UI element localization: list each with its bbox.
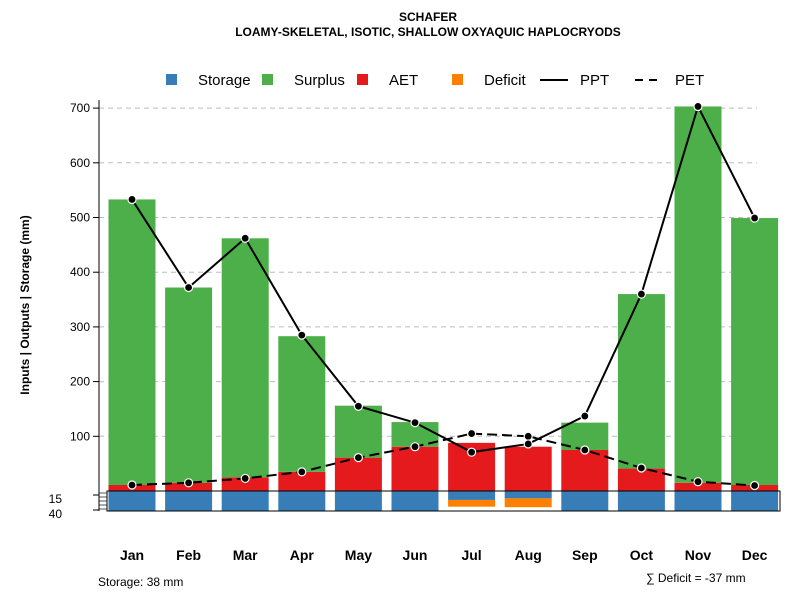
deficit-bar — [448, 499, 496, 507]
x-tick-label: Aug — [515, 547, 542, 563]
pet-point — [240, 473, 250, 484]
legend-swatch-deficit — [452, 74, 463, 85]
x-tick-label: Jun — [403, 547, 428, 563]
storage-footnote: Storage: 38 mm — [98, 575, 183, 589]
storage-bar — [504, 491, 552, 499]
y-tick-label: 400 — [70, 265, 90, 279]
aet-bar — [391, 446, 439, 491]
x-tick-label: Apr — [290, 547, 315, 563]
surplus-bar — [674, 106, 722, 483]
storage-bar — [278, 491, 326, 511]
lines — [127, 101, 760, 491]
deficit-bar — [504, 498, 552, 508]
y-tick-label: 100 — [70, 429, 90, 443]
surplus-bar — [617, 294, 665, 469]
legend-swatch-aet — [357, 74, 368, 85]
pet-point — [580, 445, 590, 455]
y-axis-label: Inputs | Outputs | Storage (mm) — [18, 215, 32, 394]
chart-subtitle: LOAMY-SKELETAL, ISOTIC, SHALLOW OXYAQUIC… — [235, 25, 621, 39]
storage-bar — [448, 491, 496, 500]
chart-title: SCHAFER — [399, 10, 457, 24]
ppt-point — [410, 418, 420, 428]
y-tick-label: 700 — [70, 101, 90, 115]
aet-bar — [674, 482, 722, 491]
storage-bar — [165, 491, 213, 511]
surplus-bar — [108, 199, 156, 485]
aet-bar — [617, 468, 665, 491]
ppt-point — [523, 439, 533, 449]
legend-label-storage: Storage — [198, 72, 251, 89]
x-tick-label: Sep — [572, 547, 598, 563]
y-tick-label: 600 — [70, 156, 90, 170]
y-tick-label: 200 — [70, 375, 90, 389]
aet-bar — [278, 471, 326, 491]
x-tick-label: Nov — [685, 547, 712, 563]
ppt-point — [184, 282, 194, 293]
x-tick-label: Feb — [176, 547, 201, 563]
surplus-bar — [731, 218, 779, 485]
pet-point — [523, 431, 533, 441]
aet-bar — [334, 457, 382, 491]
aet-bar — [504, 446, 552, 491]
storage-bar — [674, 491, 722, 511]
aet-bar — [561, 449, 609, 491]
surplus-bar — [221, 238, 269, 478]
legend-label-aet: AET — [389, 72, 418, 89]
deficit-footnote: ∑ Deficit = -37 mm — [646, 571, 746, 585]
pet-point — [749, 480, 760, 491]
x-tick-label: Jul — [461, 547, 481, 563]
pet-point — [127, 480, 137, 490]
pet-line — [131, 432, 755, 487]
ppt-point — [127, 194, 137, 205]
surplus-bar — [278, 336, 326, 472]
x-tick-label: Dec — [742, 547, 768, 563]
surplus-bar — [165, 287, 213, 483]
pet-point — [467, 428, 477, 439]
legend: Storage Surplus AET Deficit PPT PET — [166, 72, 704, 89]
ppt-point — [467, 447, 477, 457]
legend-label-pet: PET — [675, 72, 704, 89]
surplus-bar — [334, 405, 382, 458]
storage-bar — [561, 491, 609, 511]
ppt-line — [131, 103, 756, 454]
storage-bar — [731, 491, 779, 511]
ppt-point — [580, 411, 590, 421]
y-tick-label: 500 — [70, 211, 90, 225]
pet-point — [353, 453, 363, 463]
pet-point — [693, 477, 703, 487]
aet-bar — [221, 477, 269, 491]
legend-swatch-surplus — [262, 74, 273, 85]
x-tick-label: Oct — [630, 547, 654, 563]
storage-bar — [391, 491, 439, 511]
storage-band-frame — [106, 490, 781, 512]
storage-bar — [221, 491, 269, 511]
pet-point — [297, 467, 307, 477]
y-tick-label: 300 — [70, 320, 90, 334]
storage-bar — [617, 491, 665, 511]
legend-swatch-storage — [166, 74, 177, 85]
x-tick-label: Mar — [233, 547, 258, 563]
y-tick-below-label: 15 — [49, 492, 63, 506]
ppt-point — [693, 101, 703, 112]
x-tick-label: Jan — [120, 547, 144, 563]
y-tick-below-label: 40 — [49, 507, 63, 521]
x-tick-label: May — [345, 547, 372, 563]
legend-label-ppt: PPT — [580, 72, 609, 89]
ppt-point — [297, 330, 307, 340]
ppt-point — [749, 213, 760, 223]
legend-label-surplus: Surplus — [294, 72, 345, 89]
pet-point — [410, 442, 420, 452]
ppt-point — [240, 233, 250, 243]
ppt-point — [636, 289, 647, 299]
storage-deficit-band — [99, 490, 781, 512]
ppt-point — [353, 401, 363, 411]
legend-label-deficit: Deficit — [484, 72, 527, 89]
bars — [108, 106, 779, 491]
pet-point — [184, 478, 194, 488]
storage-bar — [108, 491, 156, 511]
pet-point — [636, 463, 647, 473]
storage-bar — [334, 491, 382, 511]
